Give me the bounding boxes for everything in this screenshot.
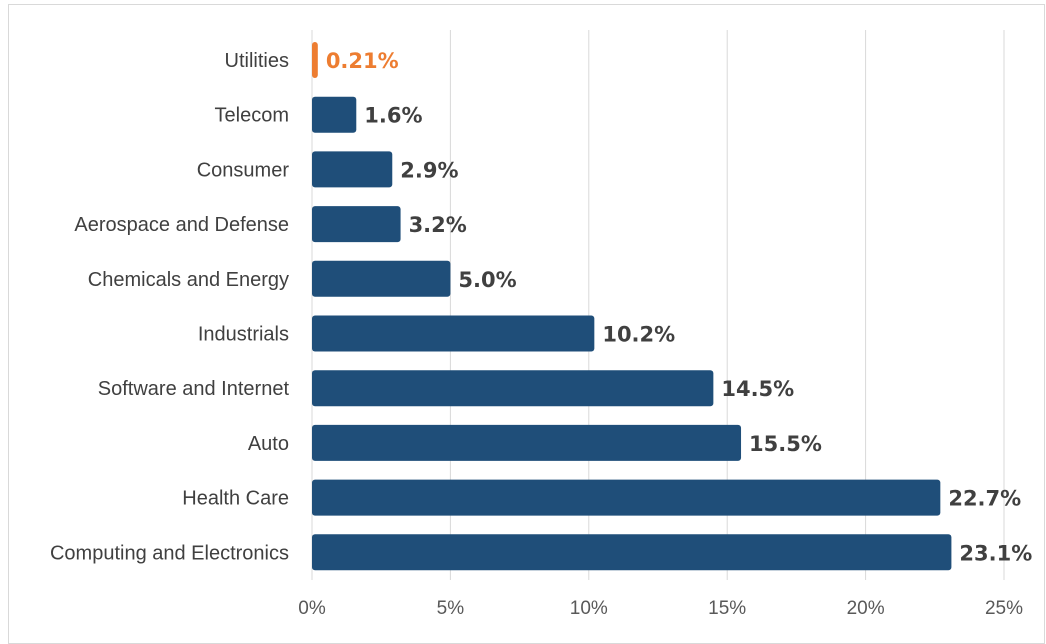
bar [312,42,318,78]
data-labels: 0.21% 1.6% 2.9% 3.2% 5.0% 10.2% 14.5% 15.5% 22.7… [326,49,1032,565]
bar [312,206,401,243]
bar [312,315,595,352]
category-label: Software and Internet [98,378,290,400]
bar [312,151,393,188]
data-label: 10.2% [602,323,675,347]
data-label: 23.1% [959,541,1032,565]
data-label: 3.2% [409,213,467,237]
bar [312,534,952,571]
x-tick-label: 5% [437,598,465,619]
bar [312,96,357,133]
data-label: 2.9% [400,158,458,182]
data-label: 0.21% [326,49,399,73]
x-tick-label: 0% [298,598,326,619]
data-label: 1.6% [364,104,422,128]
x-tick-label: 20% [847,598,885,619]
bar [312,260,451,297]
bar [312,424,742,461]
category-label: Consumer [197,159,290,181]
x-axis-ticks: 0% 5% 10% 15% 20% 25% [298,598,1023,619]
category-label: Computing and Electronics [50,542,289,564]
category-label: Utilities [225,50,289,72]
category-label: Telecom [215,105,289,127]
data-label: 15.5% [749,432,822,456]
bar [312,479,941,516]
category-labels: Utilities Telecom Consumer Aerospace and De… [50,50,289,564]
category-label: Chemicals and Energy [88,269,289,291]
data-label: 5.0% [458,268,516,292]
data-label: 22.7% [948,487,1021,511]
category-label: Health Care [182,488,289,510]
category-label: Industrials [198,324,289,346]
x-tick-label: 25% [985,598,1023,619]
category-label: Aerospace and Defense [74,214,289,236]
x-tick-label: 15% [708,598,746,619]
bars [312,42,952,571]
data-label: 14.5% [721,377,794,401]
category-label: Auto [248,433,289,455]
x-tick-label: 10% [570,598,608,619]
bar [312,370,714,407]
